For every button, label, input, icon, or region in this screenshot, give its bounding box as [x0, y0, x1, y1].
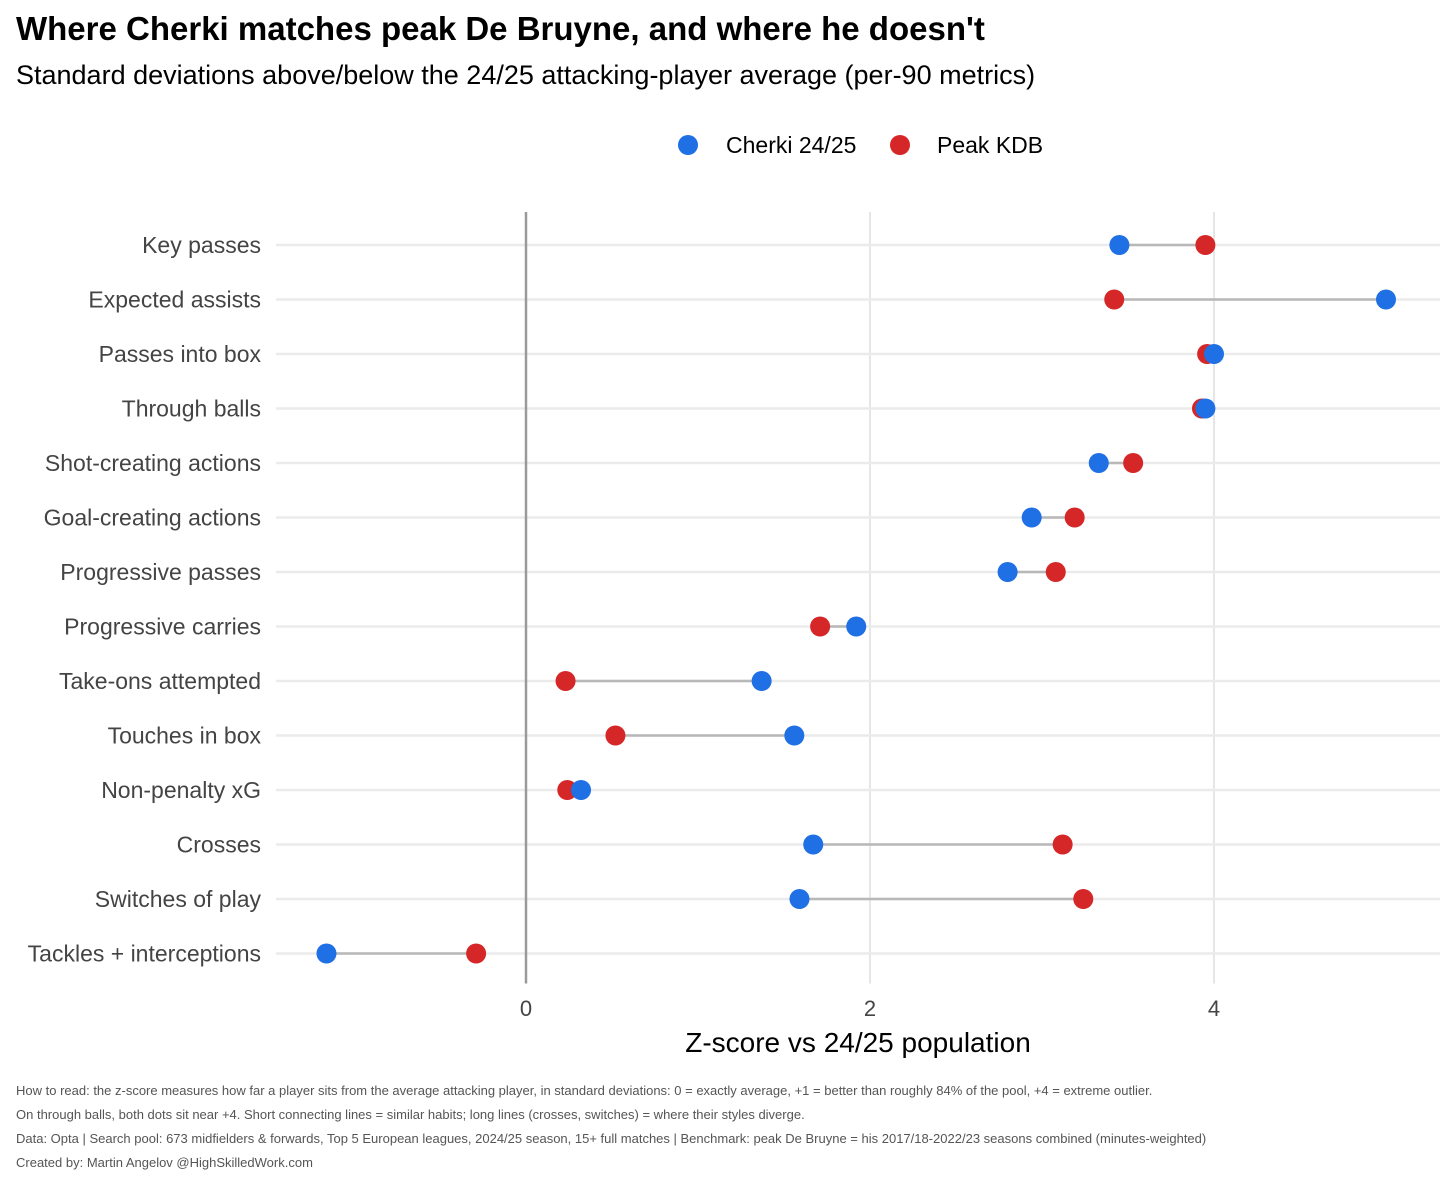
horizontal-gridlines: [276, 243, 1440, 955]
cherki-point: [571, 780, 592, 800]
category-label: Passes into box: [99, 341, 262, 367]
kdb-point: [1195, 235, 1216, 255]
kdb-point: [466, 943, 487, 964]
category-label: Goal-creating actions: [44, 505, 261, 531]
note-how-to-read: How to read: the z-score measures how fa…: [16, 1083, 1153, 1098]
cherki-point: [1376, 289, 1396, 310]
legend-label: Cherki 24/25: [726, 132, 856, 158]
kdb-point: [605, 725, 626, 746]
note-through-balls: On through balls, both dots sit near +4.…: [16, 1107, 805, 1122]
connectors: [326, 243, 1386, 955]
category-label: Non-penalty xG: [101, 777, 261, 803]
category-label: Touches in box: [108, 723, 262, 749]
y-axis-labels: Key passes Expected assists Passes into bo…: [28, 232, 262, 967]
legend-marker: [890, 135, 910, 155]
x-tick-label: 0: [520, 996, 532, 1021]
cherki-point: [846, 616, 867, 637]
cherki-point: [1109, 235, 1130, 255]
cherki-point: [997, 562, 1018, 582]
legend-label: Peak KDB: [937, 132, 1043, 158]
category-label: Through balls: [122, 396, 261, 422]
category-label: Shot-creating actions: [45, 450, 261, 476]
note-data-source: Data: Opta | Search pool: 673 midfielder…: [16, 1131, 1207, 1146]
kdb-point: [555, 671, 576, 691]
x-axis-ticks: 0 2 4: [520, 996, 1220, 1021]
kdb-point: [1052, 834, 1073, 855]
cherki-point: [751, 671, 772, 691]
cherki-point: [784, 725, 805, 746]
note-credit: Created by: Martin Angelov @HighSkilledW…: [16, 1155, 313, 1170]
cherki-point: [1195, 398, 1216, 419]
category-label: Key passes: [142, 232, 261, 258]
kdb-point: [1104, 289, 1125, 310]
cherki-point: [803, 834, 824, 855]
kdb-point: [1045, 562, 1066, 582]
category-label: Progressive passes: [60, 559, 261, 585]
legend: Cherki 24/25 Peak KDB: [678, 132, 1043, 158]
category-label: Take-ons attempted: [59, 668, 261, 694]
category-label: Expected assists: [88, 287, 261, 313]
category-label: Tackles + interceptions: [28, 941, 261, 967]
category-label: Progressive carries: [64, 614, 261, 640]
kdb-point: [1073, 889, 1094, 909]
kdb-point: [810, 616, 831, 637]
vertical-gridlines: [869, 212, 1215, 984]
chart-subtitle: Standard deviations above/below the 24/2…: [16, 60, 1036, 90]
kdb-point: [1064, 507, 1085, 528]
cherki-point: [1088, 453, 1109, 473]
cherki-point: [1021, 507, 1042, 528]
kdb-point: [557, 780, 578, 800]
category-label: Switches of play: [95, 886, 262, 912]
footnotes: How to read: the z-score measures how fa…: [16, 1079, 1206, 1175]
category-label: Crosses: [177, 832, 261, 858]
chart-title: Where Cherki matches peak De Bruyne, and…: [16, 10, 985, 47]
legend-marker: [678, 135, 698, 155]
x-tick-label: 4: [1208, 996, 1220, 1021]
cherki-point: [789, 889, 810, 909]
x-axis-title: Z-score vs 24/25 population: [685, 1027, 1031, 1058]
dumbbell-chart: Cherki 24/25 Peak KDB Key passes Expected …: [28, 132, 1440, 1058]
cherki-point: [1204, 344, 1224, 364]
x-tick-label: 2: [864, 996, 876, 1021]
kdb-point: [1123, 453, 1144, 473]
points: [316, 235, 1396, 964]
cherki-point: [316, 943, 337, 964]
